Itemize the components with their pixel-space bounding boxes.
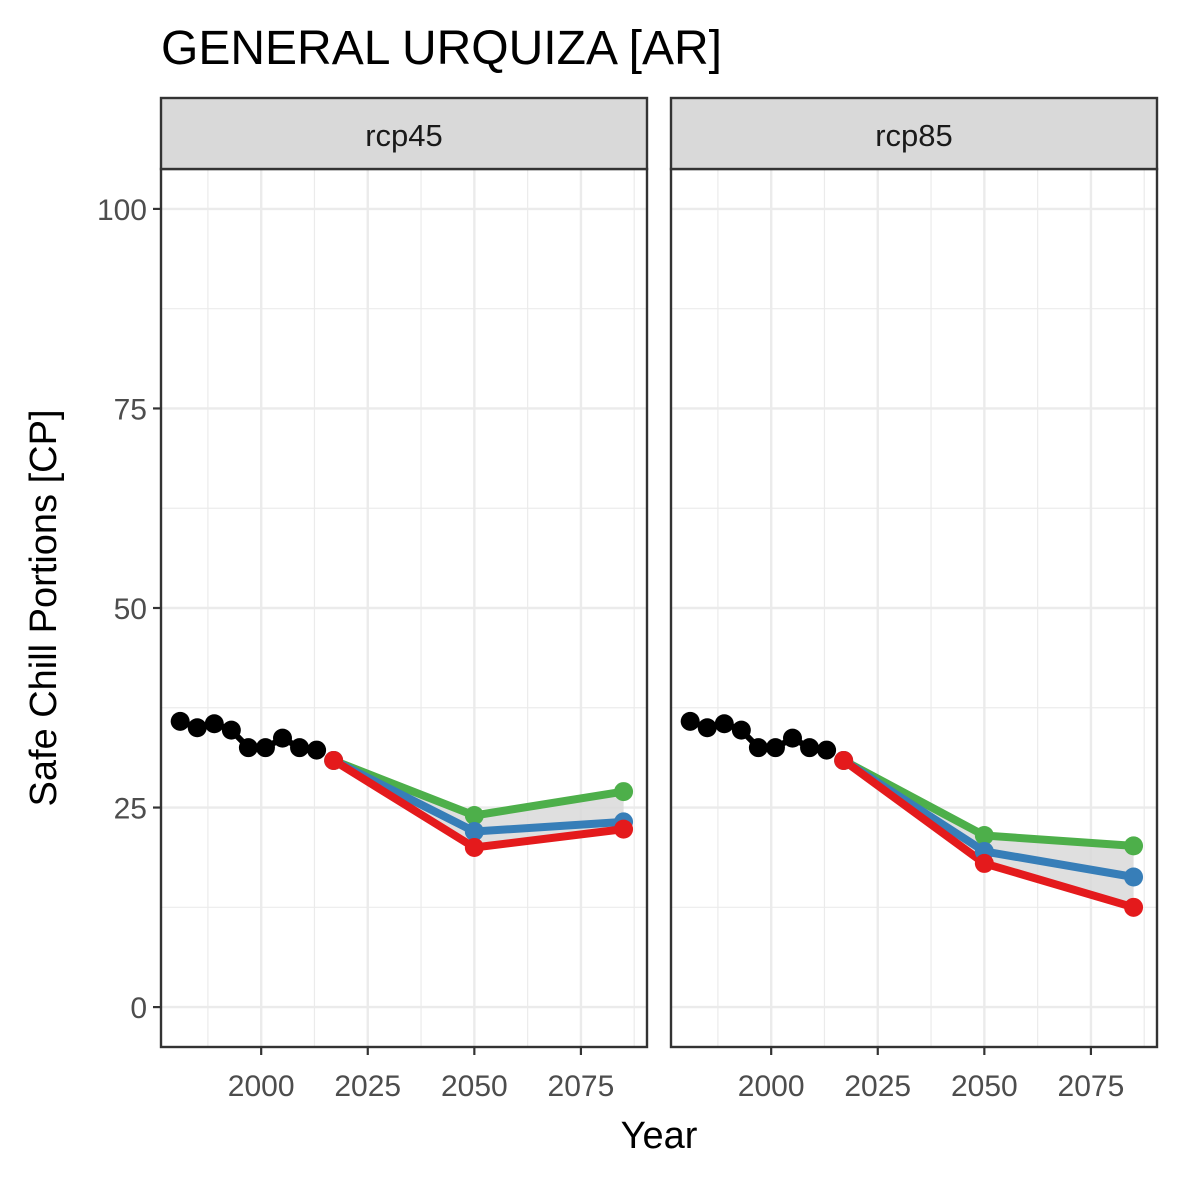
historic-point [290,738,310,758]
historic-point [783,728,802,748]
series-point-pessimistic [324,750,344,770]
y-axis-title: Safe Chill Portions [CP] [23,409,65,806]
series-point-pessimistic [614,819,634,839]
y-tick-label: 100 [97,194,147,227]
y-tick-label: 75 [114,393,147,426]
series-point-optimistic [1124,836,1144,856]
y-tick-label: 25 [114,793,147,826]
historic-point [800,738,820,758]
series-point-median [464,821,484,841]
y-tick-label: 50 [114,593,147,626]
x-tick-label: 2075 [548,1070,615,1103]
historic-point [680,711,700,731]
x-tick-label: 2025 [334,1070,401,1103]
historic-point [170,711,190,731]
x-tick-label: 2050 [441,1070,508,1103]
historic-point [273,728,292,748]
scenario-ribbon [843,760,1134,908]
series-point-pessimistic [1124,897,1144,917]
series-point-optimistic [974,825,994,845]
facet-panel-rcp45: rcp45 2000 2025 2050 2075 0 25 50 75 100 [97,96,649,1103]
historic-point [748,738,768,758]
facet-strip [669,96,1159,171]
historic-point [255,738,275,758]
series-point-pessimistic [834,750,854,770]
x-axis-title: Year [621,1115,698,1157]
historic-point [817,740,837,760]
facet-strip-label: rcp85 [875,118,953,153]
series-point-median [1124,867,1144,887]
x-tick-label: 2050 [951,1070,1018,1103]
historic-point [204,714,224,734]
x-tick-label: 2025 [844,1070,911,1103]
facet-panels: rcp45 2000 2025 2050 2075 0 25 50 75 100 rcp85 2000… [97,96,1159,1103]
historic-point [187,718,207,738]
historic-point [307,740,327,760]
series-point-optimistic [614,782,634,802]
x-tick-label: 2075 [1058,1070,1125,1103]
historic-point [731,720,751,740]
facet-strip [159,96,649,171]
x-tick-label: 2000 [228,1070,295,1103]
historic-point [765,738,785,758]
y-tick-label: 0 [130,992,147,1025]
series-point-pessimistic [974,853,994,873]
series-point-optimistic [464,806,484,826]
historic-point [238,738,258,758]
historic-point [714,714,734,734]
facet-strip-label: rcp45 [365,118,443,153]
historic-point [221,720,241,740]
chart-title: GENERAL URQUIZA [AR] [161,22,722,75]
facet-panel-rcp85: rcp85 2000 2025 2050 2075 [669,96,1159,1103]
historic-point [697,718,717,738]
x-tick-label: 2000 [738,1070,805,1103]
series-point-pessimistic [464,837,484,857]
